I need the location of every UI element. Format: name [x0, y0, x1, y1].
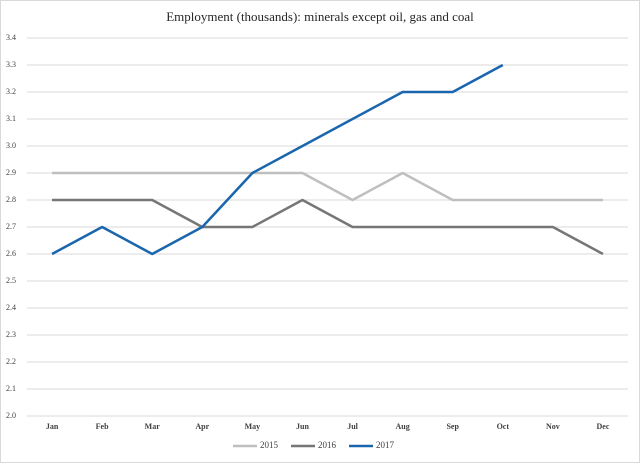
x-tick-label: Jun	[296, 422, 309, 431]
y-tick-label: 2.7	[6, 222, 16, 231]
y-tick-label: 2.5	[6, 276, 16, 285]
x-tick-label: Jul	[347, 422, 358, 431]
x-tick-label: Dec	[597, 422, 610, 431]
y-tick-label: 2.3	[6, 330, 16, 339]
x-tick-label: Feb	[96, 422, 109, 431]
x-tick-label: Apr	[195, 422, 209, 431]
x-tick-label: Nov	[546, 422, 560, 431]
x-tick-label: Oct	[497, 422, 510, 431]
y-tick-label: 2.0	[6, 411, 16, 420]
x-tick-label: Aug	[396, 422, 410, 431]
y-tick-label: 2.1	[6, 384, 16, 393]
legend-label: 2016	[318, 440, 337, 450]
y-tick-label: 2.2	[6, 357, 16, 366]
chart-title: Employment (thousands): minerals except …	[166, 9, 474, 24]
y-tick-label: 3.0	[6, 141, 16, 150]
line-series	[52, 171, 603, 202]
y-tick-label: 3.3	[6, 60, 16, 69]
y-tick-label: 2.9	[6, 168, 16, 177]
y-tick-label: 3.4	[6, 33, 16, 42]
legend-label: 2015	[260, 440, 279, 450]
line-series	[52, 198, 604, 256]
x-tick-label: Jan	[46, 422, 59, 431]
x-tick-label: Mar	[145, 422, 161, 431]
legend-label: 2017	[376, 440, 395, 450]
y-tick-label: 3.2	[6, 87, 16, 96]
x-tick-label: Sep	[446, 422, 459, 431]
line-series	[51, 63, 504, 256]
y-tick-label: 2.6	[6, 249, 16, 258]
x-tick-label: May	[245, 422, 261, 431]
y-tick-label: 2.8	[6, 195, 16, 204]
y-tick-label: 2.4	[6, 303, 16, 312]
y-tick-label: 3.1	[6, 114, 16, 123]
